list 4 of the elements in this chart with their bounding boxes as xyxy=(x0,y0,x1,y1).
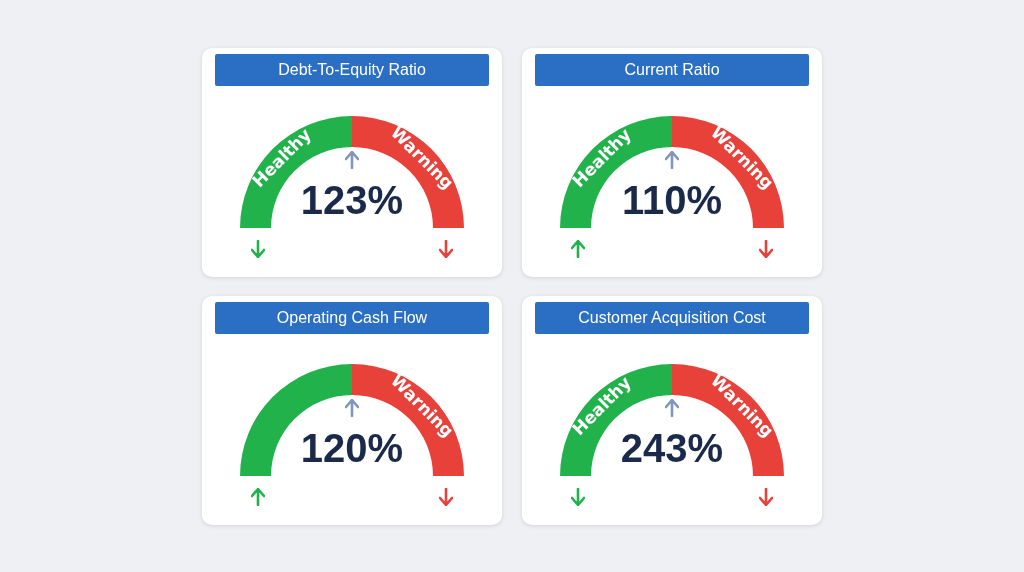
chart-title: Customer Acquisition Cost xyxy=(535,302,809,334)
chart-title: Debt-To-Equity Ratio xyxy=(215,54,489,86)
chart-title: Operating Cash Flow xyxy=(215,302,489,334)
chart-title: Current Ratio xyxy=(535,54,809,86)
